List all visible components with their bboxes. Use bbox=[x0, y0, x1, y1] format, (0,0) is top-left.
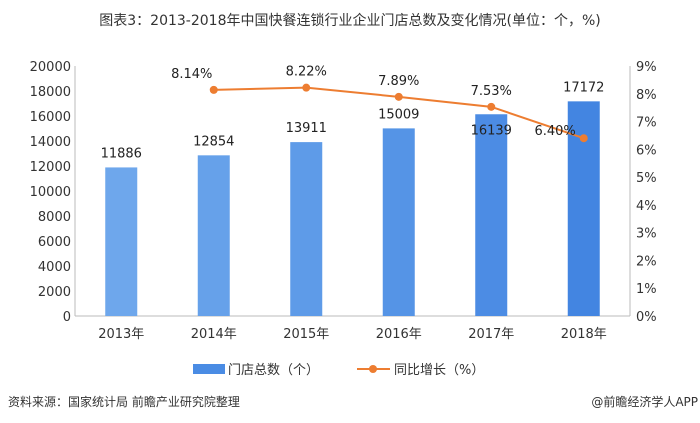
chart-title: 图表3：2013-2018年中国快餐连锁行业企业门店总数及变化情况(单位：个，%… bbox=[99, 13, 601, 29]
growth-point bbox=[579, 134, 588, 143]
x-tick-label: 2016年 bbox=[376, 327, 422, 342]
legend-line-label: 同比增长（%） bbox=[394, 363, 484, 378]
growth-point bbox=[302, 83, 311, 92]
bar bbox=[105, 167, 138, 316]
left-tick-label: 0 bbox=[63, 310, 71, 325]
growth-value-label: 6.40% bbox=[534, 124, 575, 139]
credit-note: @前瞻经济学人APP bbox=[591, 395, 698, 409]
legend-bar-swatch bbox=[193, 364, 225, 374]
growth-value-label: 7.89% bbox=[378, 74, 419, 89]
left-tick-label: 2000 bbox=[38, 285, 71, 300]
x-tick-label: 2018年 bbox=[561, 327, 607, 342]
x-tick-label: 2015年 bbox=[283, 327, 329, 342]
left-tick-label: 18000 bbox=[30, 85, 71, 100]
growth-point bbox=[487, 102, 496, 111]
bar bbox=[382, 128, 415, 316]
bar-value-label: 11886 bbox=[101, 146, 142, 161]
growth-value-label: 7.53% bbox=[471, 84, 512, 99]
right-tick-label: 7% bbox=[636, 116, 657, 131]
bar bbox=[475, 114, 508, 316]
bar-value-label: 16139 bbox=[471, 123, 512, 138]
chart-svg: 0 2000 4000 6000 8000 10000 12000 14000 16000 180… bbox=[30, 60, 657, 378]
left-tick-label: 10000 bbox=[30, 185, 71, 200]
right-tick-label: 1% bbox=[636, 282, 657, 297]
growth-point bbox=[394, 92, 403, 101]
bar-value-label: 15009 bbox=[378, 107, 419, 122]
x-tick-label: 2017年 bbox=[468, 327, 514, 342]
right-tick-label: 5% bbox=[636, 171, 657, 186]
growth-value-label: 8.14% bbox=[171, 67, 212, 82]
x-tick-label: 2014年 bbox=[191, 327, 237, 342]
bar-value-label: 17172 bbox=[563, 80, 604, 95]
growth-value-label: 8.22% bbox=[286, 65, 327, 80]
source-note: 资料来源：国家统计局 前瞻产业研究院整理 bbox=[8, 395, 240, 409]
growth-point bbox=[209, 85, 218, 94]
left-tick-label: 8000 bbox=[38, 210, 71, 225]
bar bbox=[197, 155, 230, 316]
left-tick-label: 14000 bbox=[30, 135, 71, 150]
right-tick-label: 4% bbox=[636, 199, 657, 214]
bar-value-label: 13911 bbox=[286, 121, 327, 136]
right-tick-label: 9% bbox=[636, 60, 657, 75]
left-tick-label: 4000 bbox=[38, 260, 71, 275]
right-tick-label: 6% bbox=[636, 143, 657, 158]
right-tick-label: 0% bbox=[636, 310, 657, 325]
right-tick-label: 2% bbox=[636, 254, 657, 269]
bar bbox=[290, 142, 323, 316]
legend-line-marker bbox=[369, 365, 377, 373]
legend-bar-label: 门店总数（个） bbox=[228, 363, 319, 378]
left-tick-label: 20000 bbox=[30, 60, 71, 75]
x-tick-label: 2013年 bbox=[98, 327, 144, 342]
bar-value-label: 12854 bbox=[193, 134, 234, 149]
right-tick-label: 3% bbox=[636, 227, 657, 242]
left-tick-label: 6000 bbox=[38, 235, 71, 250]
left-tick-label: 16000 bbox=[30, 110, 71, 125]
left-tick-label: 12000 bbox=[30, 160, 71, 175]
right-tick-label: 8% bbox=[636, 88, 657, 103]
